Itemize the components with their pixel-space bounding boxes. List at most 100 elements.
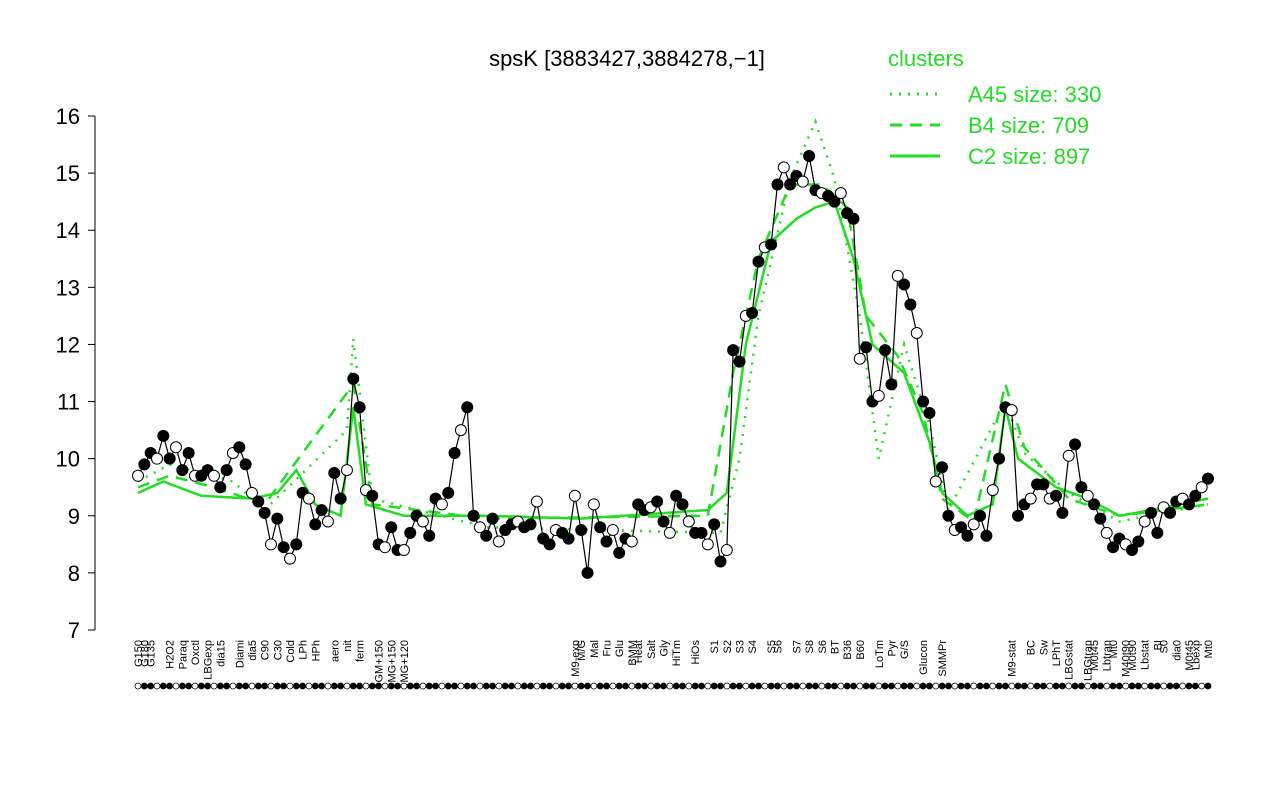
x-tick-label: Mt0 — [1203, 640, 1215, 658]
rug-marker — [1008, 682, 1016, 690]
rug-marker — [869, 682, 876, 690]
x-tick-label: S4 — [747, 640, 759, 653]
data-point — [1183, 498, 1196, 511]
rug-marker — [609, 682, 617, 690]
rug-marker — [223, 682, 231, 690]
rug-marker — [558, 682, 566, 690]
data-point — [828, 195, 841, 208]
rug-marker — [843, 682, 851, 690]
data-point — [132, 469, 144, 482]
rug-marker — [520, 682, 528, 690]
y-tick-label: 15 — [56, 161, 80, 186]
rug-marker — [812, 682, 819, 690]
rug-marker — [546, 682, 553, 690]
x-tick-label: nit — [342, 640, 354, 652]
rug-marker — [964, 682, 971, 690]
rug-marker — [261, 682, 269, 690]
data-point — [562, 532, 575, 545]
x-tick-label: BT — [829, 640, 841, 654]
rug-marker — [622, 682, 629, 690]
x-tick-label: LPh — [298, 640, 310, 660]
data-point — [860, 341, 873, 354]
data-point — [492, 535, 505, 548]
rug-marker — [596, 682, 604, 690]
data-point — [258, 506, 271, 519]
x-tick-label: SMMPr — [937, 640, 949, 677]
data-point — [600, 535, 613, 548]
x-tick-label: HiTm — [671, 640, 683, 666]
rug-marker — [1090, 682, 1098, 690]
data-point — [264, 538, 277, 551]
rug-marker — [881, 682, 889, 690]
data-point — [1024, 492, 1037, 505]
rug-marker — [438, 682, 446, 690]
rug-marker — [242, 682, 250, 690]
data-point — [765, 238, 778, 251]
x-tick-label: M9-exp — [570, 640, 582, 677]
x-tick-label: C90 — [260, 640, 272, 660]
rug-marker — [292, 682, 300, 690]
chart-title: spsK [3883427,3884278,−1] — [489, 46, 765, 71]
rug-marker — [514, 682, 522, 690]
data-point — [1189, 489, 1202, 502]
data-point — [543, 538, 556, 551]
x-tick-label: BI — [1152, 640, 1164, 650]
rug-marker — [166, 682, 174, 690]
rug-marker — [172, 682, 180, 690]
rug-marker — [862, 682, 870, 690]
data-point — [252, 495, 265, 508]
rug-marker — [1065, 682, 1073, 690]
rug-marker — [698, 682, 705, 690]
rug-marker — [799, 682, 807, 690]
data-point — [986, 484, 999, 497]
data-point — [302, 492, 315, 505]
data-point — [1012, 509, 1025, 522]
data-point — [594, 521, 607, 534]
data-point — [834, 187, 847, 200]
data-point — [182, 446, 195, 459]
rug-marker — [159, 682, 167, 690]
data-point — [1132, 535, 1145, 548]
rug-marker — [907, 682, 914, 690]
rug-marker — [641, 682, 648, 690]
rug-marker — [831, 682, 838, 690]
rug-marker — [432, 682, 439, 690]
rug-marker — [1185, 682, 1193, 690]
rug-marker — [470, 682, 477, 690]
rug-marker — [362, 682, 370, 690]
data-point — [714, 555, 727, 568]
data-point — [942, 509, 955, 522]
rug-marker — [945, 682, 952, 690]
x-tick-label: G/S — [899, 640, 911, 659]
rug-marker — [280, 682, 288, 690]
rug-marker — [1179, 682, 1187, 690]
data-point — [138, 458, 151, 471]
rug-marker — [1033, 682, 1041, 690]
data-point — [378, 541, 391, 554]
rug-marker — [489, 682, 496, 690]
rug-marker — [1172, 682, 1180, 690]
legend-label: C2 size: 897 — [968, 144, 1090, 169]
data-point — [967, 518, 980, 531]
y-tick-label: 9 — [68, 504, 80, 529]
rug-marker — [577, 682, 585, 690]
rug-marker — [552, 682, 560, 690]
rug-marker — [983, 682, 990, 690]
x-tick-label: Fru — [602, 640, 614, 657]
data-point — [473, 521, 486, 534]
rug-marker — [666, 682, 674, 690]
rug-marker — [647, 682, 655, 690]
rug-marker — [729, 682, 737, 690]
rug-marker — [311, 682, 319, 690]
x-tick-label: Glucon — [918, 640, 930, 675]
data-point — [657, 515, 670, 528]
rug-marker — [419, 682, 427, 690]
rug-marker — [406, 682, 414, 690]
x-tick-label: M/G — [576, 640, 588, 661]
rug-marker — [755, 682, 762, 690]
y-tick-label: 12 — [56, 332, 80, 357]
data-point — [1050, 489, 1063, 502]
data-point — [1088, 498, 1101, 511]
rug-marker — [495, 682, 503, 690]
